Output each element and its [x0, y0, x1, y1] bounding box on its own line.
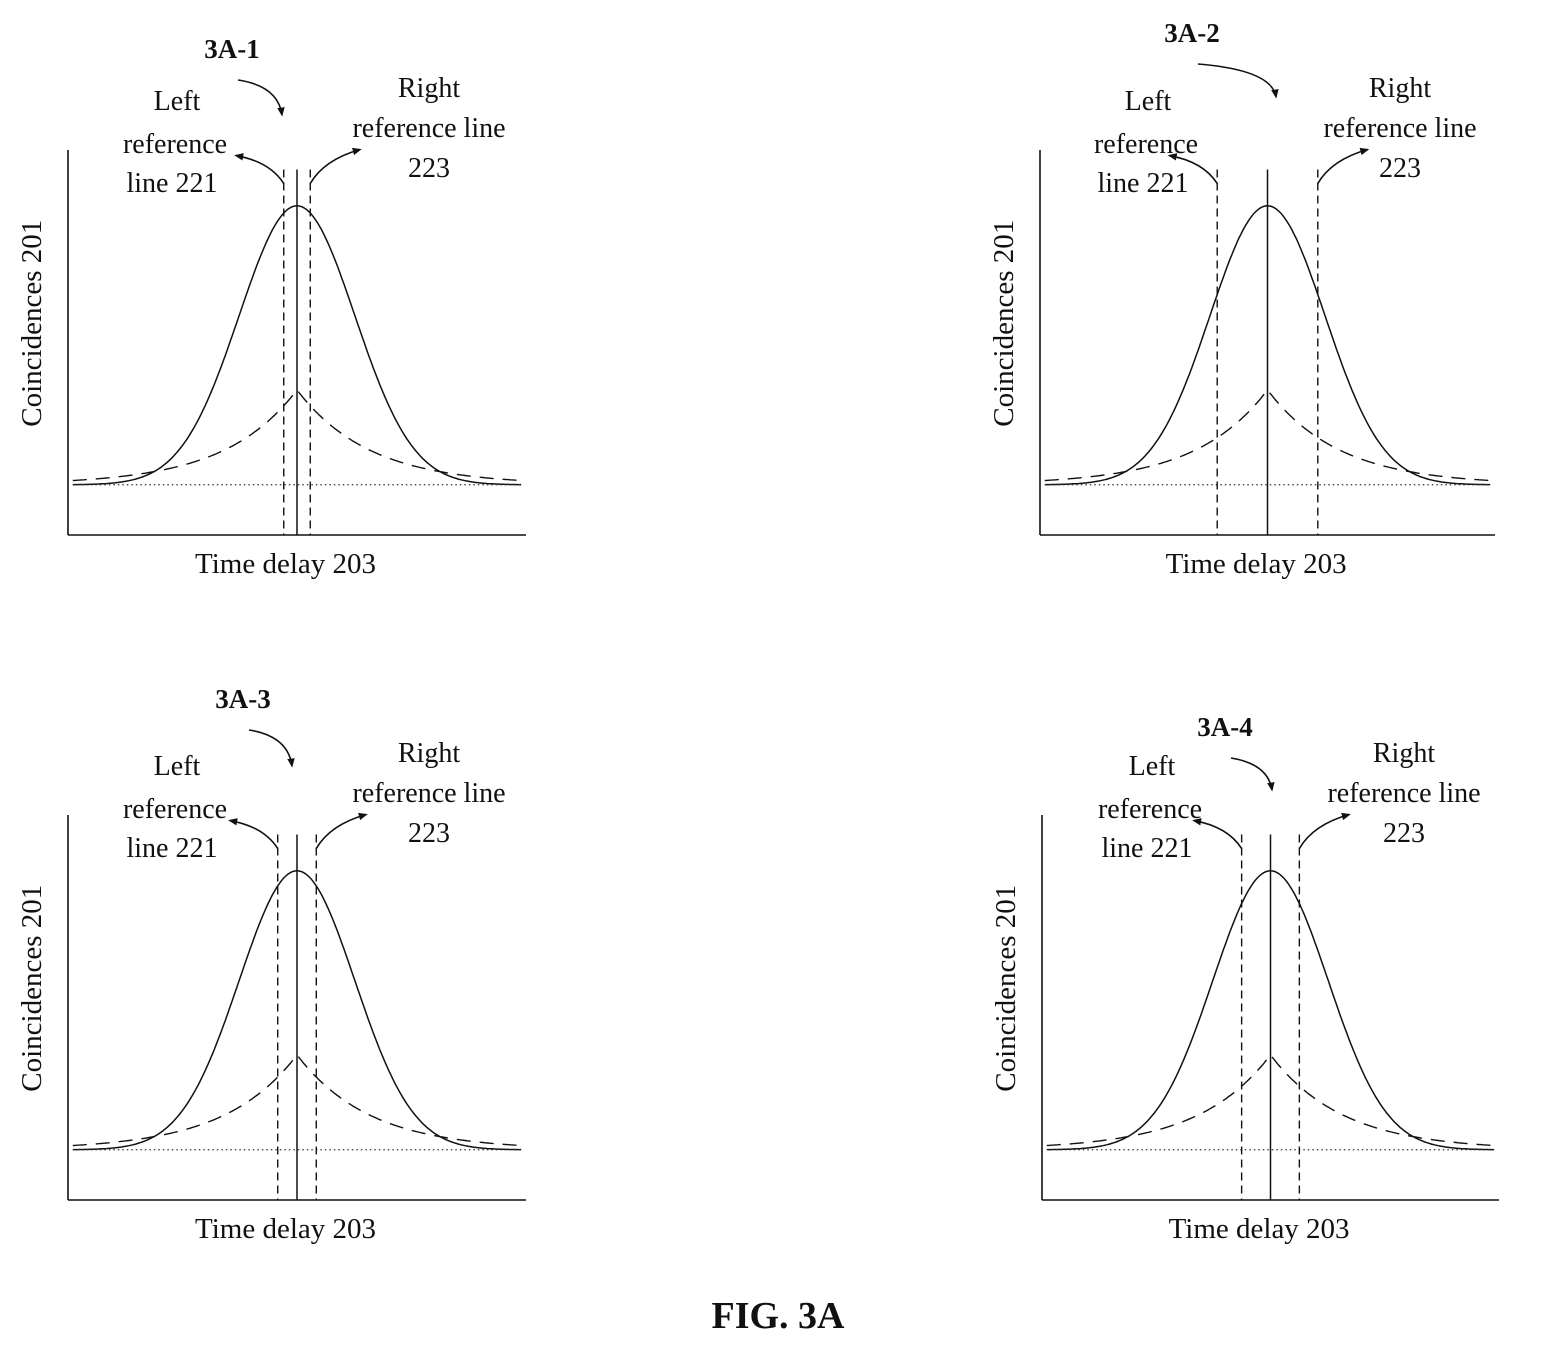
- right-ref-label-title: Right: [398, 738, 460, 769]
- chart-panel-4: Time delay 203 Coincidences 201 Left refere…: [990, 712, 1499, 1245]
- series-dashed-curve: [72, 1053, 522, 1147]
- panel-callout-arrow: [1230, 757, 1275, 792]
- panel-callout-arrow: [1197, 63, 1279, 99]
- figure-caption: FIG. 3A: [712, 1295, 846, 1337]
- x-axis-label: Time delay 203: [1166, 548, 1347, 580]
- chart-panel-1: Time delay 203 Coincidences 201 Left refere…: [16, 34, 526, 580]
- right-ref-label-title: Right: [1373, 738, 1435, 769]
- right-ref-label-line1: reference line: [352, 778, 505, 809]
- right-ref-label-title: Right: [398, 73, 460, 104]
- left-ref-label-line2: line 221: [1098, 168, 1189, 199]
- chart-panel-2: Time delay 203 Coincidences 201 Left refere…: [988, 18, 1495, 580]
- y-axis-label: Coincidences 201: [16, 885, 48, 1092]
- left-ref-label-line1: reference: [123, 129, 227, 160]
- panel-callout-label: 3A-2: [1164, 18, 1220, 48]
- panel-callout-arrow: [237, 79, 285, 117]
- left-ref-label-line1: reference: [123, 794, 227, 825]
- left-ref-label-line1: reference: [1094, 129, 1198, 160]
- left-ref-arrow: [1167, 153, 1218, 184]
- left-ref-label-title: Left: [1125, 86, 1172, 117]
- panel-callout-arrow: [248, 729, 295, 768]
- left-ref-label-title: Left: [154, 751, 201, 782]
- left-ref-label-line2: line 221: [1102, 833, 1193, 864]
- left-ref-arrow: [234, 153, 285, 184]
- x-axis-label: Time delay 203: [195, 548, 376, 580]
- left-ref-arrow: [1192, 818, 1243, 849]
- panel-callout-label: 3A-4: [1197, 712, 1253, 742]
- y-axis-label: Coincidences 201: [16, 220, 48, 427]
- right-ref-label-line1: reference line: [1327, 778, 1480, 809]
- x-axis-label: Time delay 203: [1169, 1213, 1350, 1245]
- left-ref-label-line2: line 221: [127, 168, 218, 199]
- y-axis-label: Coincidences 201: [988, 220, 1020, 427]
- y-axis-label: Coincidences 201: [990, 885, 1022, 1092]
- right-ref-arrow: [1317, 147, 1370, 184]
- right-ref-label-line1: reference line: [352, 113, 505, 144]
- series-dashed-curve: [72, 388, 522, 482]
- right-ref-arrow: [309, 147, 362, 184]
- right-ref-label-line2: 223: [408, 153, 450, 184]
- series-dashed-curve: [1044, 388, 1491, 482]
- right-ref-label-title: Right: [1369, 73, 1431, 104]
- right-ref-label-line2: 223: [1379, 153, 1421, 184]
- left-ref-label-line2: line 221: [127, 833, 218, 864]
- right-ref-arrow: [1298, 812, 1351, 849]
- right-ref-arrow: [315, 812, 368, 849]
- chart-panel-3: Time delay 203 Coincidences 201 Left refere…: [16, 684, 526, 1245]
- right-ref-label-line2: 223: [408, 818, 450, 849]
- left-ref-arrow: [228, 818, 279, 849]
- panel-callout-label: 3A-3: [215, 684, 271, 714]
- left-ref-label-line1: reference: [1098, 794, 1202, 825]
- right-ref-label-line2: 223: [1383, 818, 1425, 849]
- right-ref-label-line1: reference line: [1323, 113, 1476, 144]
- x-axis-label: Time delay 203: [195, 1213, 376, 1245]
- left-ref-label-title: Left: [1129, 751, 1176, 782]
- left-ref-label-title: Left: [154, 86, 201, 117]
- panel-callout-label: 3A-1: [204, 34, 260, 64]
- series-dashed-curve: [1046, 1053, 1495, 1147]
